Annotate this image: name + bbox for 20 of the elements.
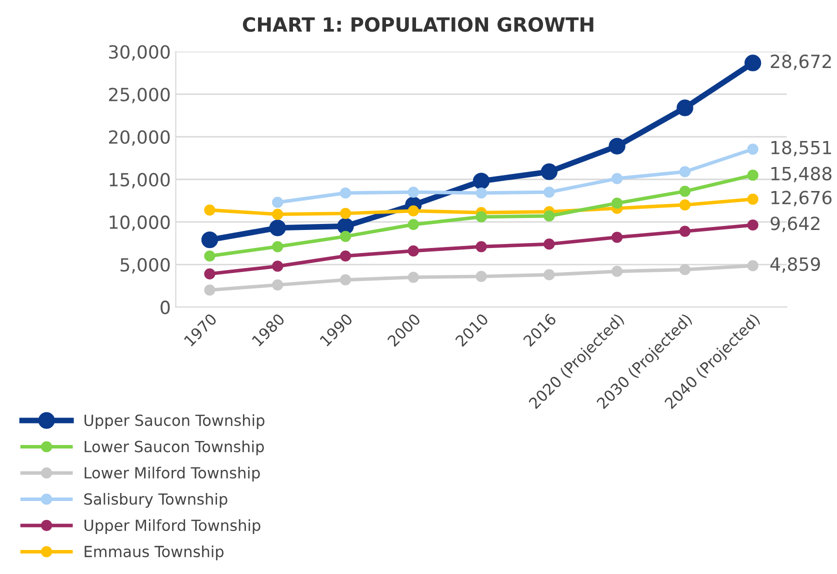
legend-label: Upper Saucon Township (84, 414, 264, 430)
legend-label: Emmaus Township (84, 545, 224, 560)
y-tick-label: 30,000 (109, 45, 170, 61)
legend-label: Salisbury Township (84, 492, 228, 508)
data-label: 18,551 (771, 140, 832, 156)
y-tick-label: 10,000 (110, 215, 170, 231)
y-tick-label: 15,000 (110, 172, 170, 188)
data-label: 15,488 (771, 166, 832, 182)
data-label: 9,642 (770, 216, 820, 232)
y-tick-label: 5,000 (120, 258, 170, 274)
legend-label: Lower Saucon Township (84, 440, 264, 456)
chart-title: CHART 1: POPULATION GROWTH (242, 17, 594, 32)
data-label: 28,672 (770, 54, 831, 70)
y-tick-label: 25,000 (109, 88, 170, 104)
y-tick-label: 20,000 (109, 130, 170, 146)
data-label: 12,676 (771, 190, 832, 206)
legend-label: Upper Milford Township (84, 519, 260, 534)
data-label: 4,859 (770, 257, 820, 273)
legend-label: Lower Milford Township (84, 466, 260, 482)
y-tick-label: 0 (160, 300, 170, 314)
